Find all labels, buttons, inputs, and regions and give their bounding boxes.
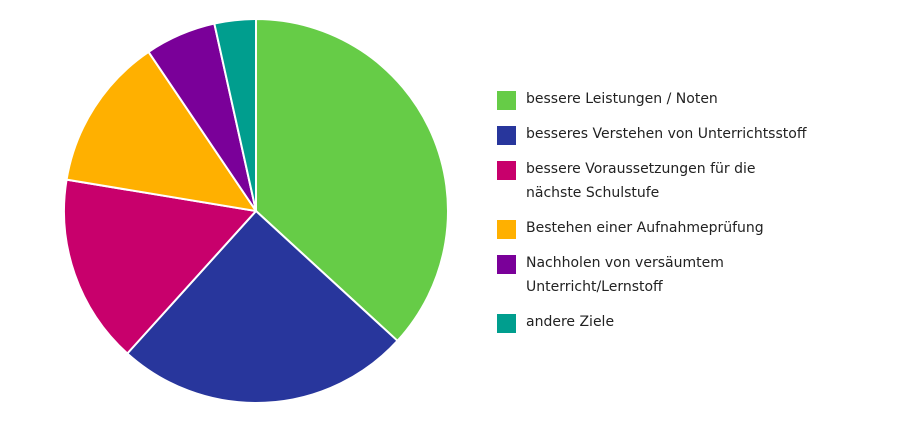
legend-swatch-4 [497, 220, 516, 239]
pie-slice-6 [213, 18, 257, 212]
legend-label-1: bessere Leistungen / Noten [526, 91, 718, 107]
legend-swatch-5 [497, 255, 516, 274]
pie-slice-4 [65, 50, 257, 212]
pie-slice-1 [255, 18, 449, 342]
legend-swatch-2 [497, 126, 516, 145]
legend-item-1: bessere Leistungen / Noten [497, 90, 877, 111]
legend-item-5: Nachholen von versäumtem Unterricht/Lern… [497, 254, 877, 299]
legend-label-2: besseres Verstehen von Unterrichtsstoff [526, 126, 807, 142]
legend-swatch-6 [497, 314, 516, 333]
pie-slice-2 [126, 210, 399, 404]
pie-slice-3 [63, 178, 257, 355]
legend-swatch-3 [497, 161, 516, 180]
legend-item-3: bessere Voraussetzungen für die nächste … [497, 160, 877, 205]
legend-label-4: Bestehen einer Aufnahmeprüfung [526, 220, 764, 236]
legend-label-3: bessere Voraussetzungen für die nächste … [526, 161, 756, 201]
legend-item-2: besseres Verstehen von Unterrichtsstoff [497, 125, 877, 146]
legend-item-4: Bestehen einer Aufnahmeprüfung [497, 219, 877, 240]
legend-label-5: Nachholen von versäumtem Unterricht/Lern… [526, 255, 724, 295]
legend: bessere Leistungen / Noten besseres Verst… [497, 90, 877, 348]
legend-swatch-1 [497, 91, 516, 110]
legend-item-6: andere Ziele [497, 313, 877, 334]
legend-label-6: andere Ziele [526, 314, 615, 330]
